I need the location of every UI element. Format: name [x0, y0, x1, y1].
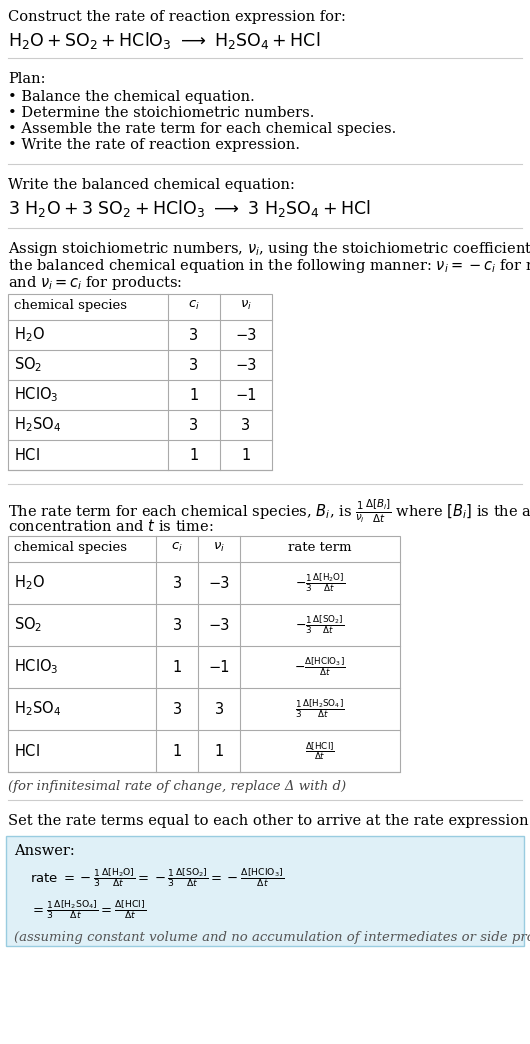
Text: Answer:: Answer:	[14, 844, 75, 858]
Text: The rate term for each chemical species, $B_i$, is $\frac{1}{\nu_i}\frac{\Delta[: The rate term for each chemical species,…	[8, 498, 530, 525]
Text: $\mathrm{SO_2}$: $\mathrm{SO_2}$	[14, 616, 42, 635]
Text: Construct the rate of reaction expression for:: Construct the rate of reaction expressio…	[8, 10, 346, 24]
Bar	[8, 536, 400, 772]
Text: 3: 3	[172, 617, 182, 633]
Text: 3: 3	[172, 575, 182, 591]
Text: $\mathrm{H_2O + SO_2 + HClO_3\ \longrightarrow\ H_2SO_4 + HCl}$: $\mathrm{H_2O + SO_2 + HClO_3\ \longrigh…	[8, 30, 320, 51]
Text: $\mathrm{SO_2}$: $\mathrm{SO_2}$	[14, 356, 42, 375]
Text: rate $= -\frac{1}{3}\frac{\Delta[\mathrm{H_2O}]}{\Delta t}= -\frac{1}{3}\frac{\D: rate $= -\frac{1}{3}\frac{\Delta[\mathrm…	[30, 867, 284, 888]
Text: • Determine the stoichiometric numbers.: • Determine the stoichiometric numbers.	[8, 106, 314, 120]
Text: $c_i$: $c_i$	[188, 299, 200, 312]
Text: Write the balanced chemical equation:: Write the balanced chemical equation:	[8, 177, 295, 192]
Text: 3: 3	[189, 328, 199, 342]
Text: (assuming constant volume and no accumulation of intermediates or side products): (assuming constant volume and no accumul…	[14, 931, 530, 944]
Text: $\mathrm{3\ H_2O + 3\ SO_2 + HClO_3\ \longrightarrow\ 3\ H_2SO_4 + HCl}$: $\mathrm{3\ H_2O + 3\ SO_2 + HClO_3\ \lo…	[8, 198, 370, 219]
Text: rate term: rate term	[288, 541, 352, 554]
Text: $\mathrm{HClO_3}$: $\mathrm{HClO_3}$	[14, 658, 59, 677]
Text: $c_i$: $c_i$	[171, 541, 183, 554]
Text: 3: 3	[172, 702, 182, 716]
Text: (for infinitesimal rate of change, replace Δ with d): (for infinitesimal rate of change, repla…	[8, 780, 346, 793]
Text: $\frac{\Delta[\mathrm{HCl}]}{\Delta t}$: $\frac{\Delta[\mathrm{HCl}]}{\Delta t}$	[305, 740, 335, 762]
Text: 1: 1	[214, 743, 224, 759]
Text: $\mathrm{H_2O}$: $\mathrm{H_2O}$	[14, 326, 45, 345]
Text: −3: −3	[208, 617, 229, 633]
Text: 1: 1	[189, 448, 199, 462]
Text: 3: 3	[189, 418, 199, 432]
Text: $-\frac{1}{3}\frac{\Delta[\mathrm{H_2O}]}{\Delta t}$: $-\frac{1}{3}\frac{\Delta[\mathrm{H_2O}]…	[295, 572, 345, 594]
Text: chemical species: chemical species	[14, 299, 127, 312]
Text: $= \frac{1}{3}\frac{\Delta[\mathrm{H_2SO_4}]}{\Delta t}= \frac{\Delta[\mathrm{HC: $= \frac{1}{3}\frac{\Delta[\mathrm{H_2SO…	[30, 898, 146, 921]
Text: 1: 1	[172, 660, 182, 674]
Text: $\frac{1}{3}\frac{\Delta[\mathrm{H_2SO_4}]}{\Delta t}$: $\frac{1}{3}\frac{\Delta[\mathrm{H_2SO_4…	[295, 697, 344, 720]
Text: • Write the rate of reaction expression.: • Write the rate of reaction expression.	[8, 138, 300, 152]
Text: Set the rate terms equal to each other to arrive at the rate expression:: Set the rate terms equal to each other t…	[8, 814, 530, 828]
Text: $\mathrm{H_2SO_4}$: $\mathrm{H_2SO_4}$	[14, 699, 61, 718]
Text: $\mathrm{HClO_3}$: $\mathrm{HClO_3}$	[14, 385, 59, 404]
Text: 3: 3	[242, 418, 251, 432]
Text: 1: 1	[241, 448, 251, 462]
Text: −1: −1	[235, 387, 257, 403]
Text: $\nu_i$: $\nu_i$	[213, 541, 225, 554]
Text: $-\frac{1}{3}\frac{\Delta[\mathrm{SO_2}]}{\Delta t}$: $-\frac{1}{3}\frac{\Delta[\mathrm{SO_2}]…	[295, 614, 344, 637]
FancyBboxPatch shape	[6, 836, 524, 946]
Text: 3: 3	[215, 702, 224, 716]
Text: $\mathrm{HCl}$: $\mathrm{HCl}$	[14, 743, 40, 759]
Bar	[8, 294, 272, 470]
Text: the balanced chemical equation in the following manner: $\nu_i = -c_i$ for react: the balanced chemical equation in the fo…	[8, 257, 530, 275]
Text: −1: −1	[208, 660, 229, 674]
Text: • Balance the chemical equation.: • Balance the chemical equation.	[8, 90, 255, 104]
Text: chemical species: chemical species	[14, 541, 127, 554]
Text: $\mathrm{HCl}$: $\mathrm{HCl}$	[14, 447, 40, 462]
Text: −3: −3	[235, 328, 257, 342]
Text: 1: 1	[172, 743, 182, 759]
Text: $\mathrm{H_2O}$: $\mathrm{H_2O}$	[14, 573, 45, 592]
Text: Plan:: Plan:	[8, 72, 46, 86]
Text: and $\nu_i = c_i$ for products:: and $\nu_i = c_i$ for products:	[8, 274, 182, 292]
Text: −3: −3	[208, 575, 229, 591]
Text: $-\frac{\Delta[\mathrm{HClO_3}]}{\Delta t}$: $-\frac{\Delta[\mathrm{HClO_3}]}{\Delta …	[294, 656, 346, 679]
Text: concentration and $t$ is time:: concentration and $t$ is time:	[8, 518, 214, 533]
Text: 1: 1	[189, 387, 199, 403]
Text: 3: 3	[189, 357, 199, 373]
Text: • Assemble the rate term for each chemical species.: • Assemble the rate term for each chemic…	[8, 122, 396, 136]
Text: Assign stoichiometric numbers, $\nu_i$, using the stoichiometric coefficients, $: Assign stoichiometric numbers, $\nu_i$, …	[8, 240, 530, 258]
Text: $\mathrm{H_2SO_4}$: $\mathrm{H_2SO_4}$	[14, 416, 61, 434]
Text: −3: −3	[235, 357, 257, 373]
Text: $\nu_i$: $\nu_i$	[240, 299, 252, 312]
